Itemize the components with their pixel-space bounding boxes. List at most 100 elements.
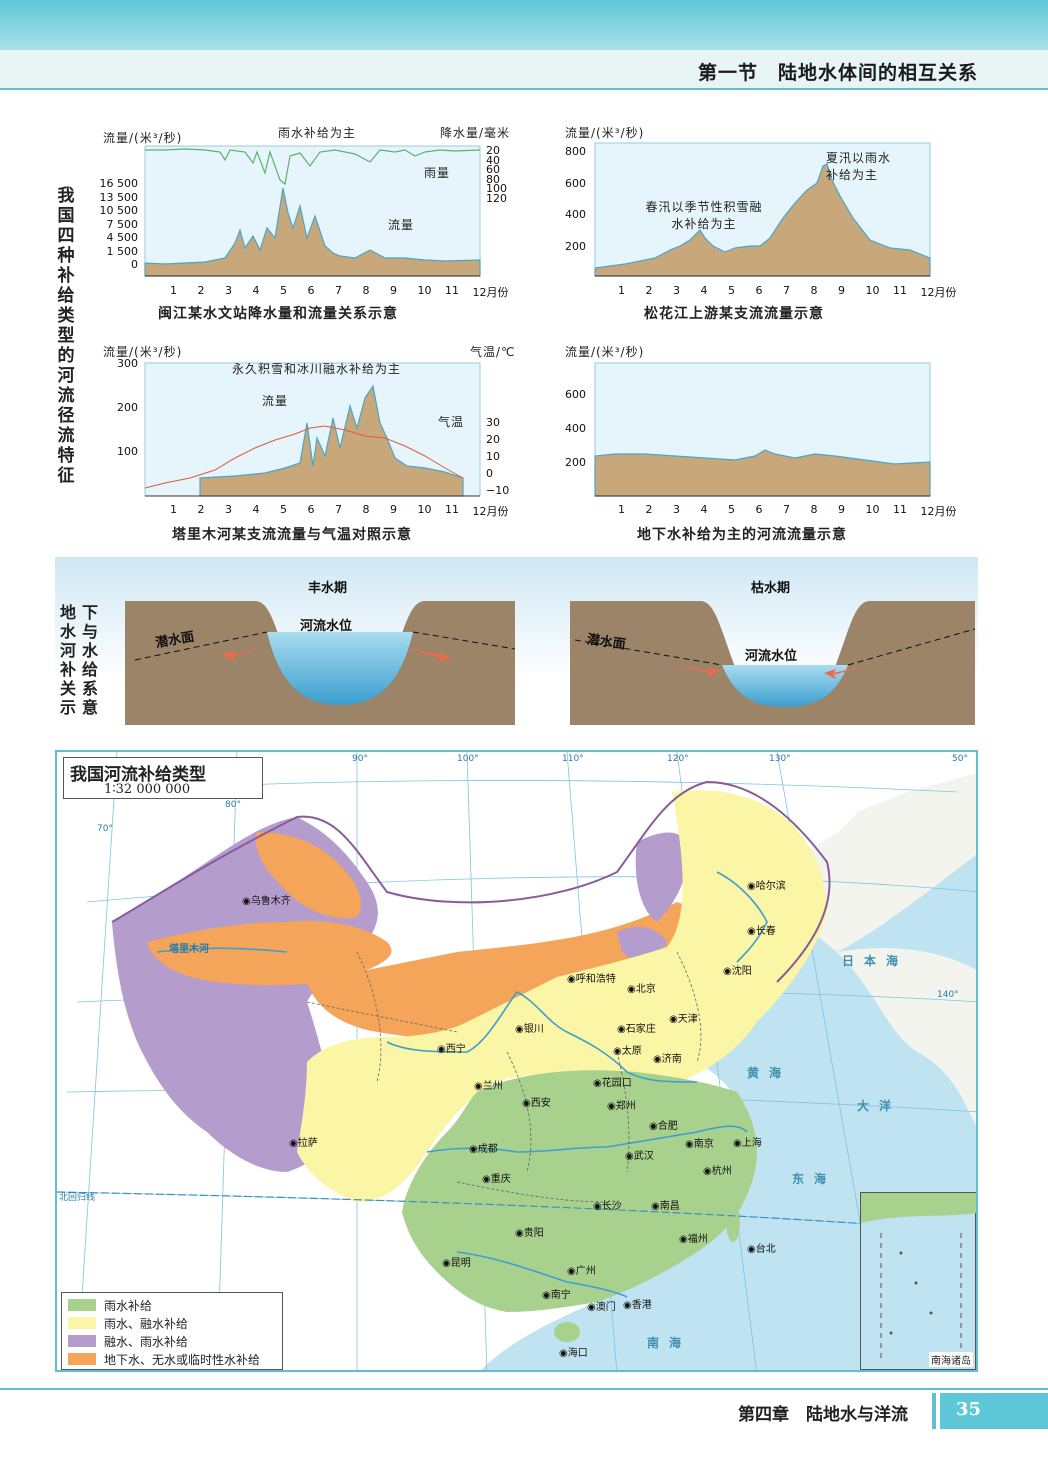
songhua-caption: 松花江上游某支流流量示意	[644, 306, 824, 322]
y-tick: 200	[117, 401, 138, 414]
y-tick: 800	[565, 145, 586, 158]
city-label: ◉呼和浩特	[567, 974, 616, 985]
month-tick: 10	[417, 284, 432, 297]
y-tick: 60	[486, 163, 500, 176]
city-label: ◉天津	[669, 1014, 698, 1025]
city-label: ◉长春	[747, 926, 776, 937]
month-tick: 2	[645, 503, 653, 516]
city-label: ◉杭州	[703, 1166, 732, 1177]
month-tick: 4	[700, 503, 708, 516]
month-tick: 1	[170, 284, 177, 297]
month-tick: 5	[280, 284, 287, 297]
legend-swatch	[68, 1353, 96, 1365]
month-tick: 8	[810, 284, 818, 297]
tarim-ylabel-left: 流量/(米³/秒)	[103, 345, 183, 359]
y-tick: 100	[486, 182, 507, 195]
china-river-recharge-map: 我国河流补给类型 1∶32 000 000 ◉哈尔滨 ◉长春 ◉沈阳 ◉乌鲁木齐 ◉呼和…	[55, 750, 978, 1372]
month-tick: 4	[252, 503, 260, 516]
sea-label: 黄海	[747, 1066, 792, 1080]
sea-label: 大洋	[857, 1099, 902, 1113]
month-tick: 10	[865, 284, 880, 297]
month-tick: 8	[810, 503, 818, 516]
month-tick: 5	[280, 503, 287, 516]
month-tick: 2	[197, 503, 205, 516]
month-tick: 12月份	[920, 286, 957, 299]
legend-item: 雨水补给	[68, 1297, 152, 1313]
legend-item: 融水、雨水补给	[68, 1333, 188, 1349]
month-tick: 9	[838, 284, 845, 297]
y-tick: 100	[117, 445, 138, 458]
city-label: ◉成都	[469, 1144, 498, 1155]
dry-season-title: 枯水期	[751, 581, 791, 596]
map-legend: 雨水补给 雨水、融水补给 融水、雨水补给 地下水、无水或临时性水补给	[61, 1292, 283, 1370]
city-label: ◉花园口	[593, 1078, 632, 1089]
month-tick: 3	[225, 284, 232, 297]
city-label: ◉北京	[627, 984, 656, 995]
month-tick: 9	[390, 503, 397, 516]
sea-label: 东海	[792, 1172, 837, 1186]
city-label: ◉海口	[559, 1348, 588, 1359]
month-tick: 12月份	[472, 505, 509, 518]
city-label: ◉哈尔滨	[747, 881, 786, 892]
city-label: ◉广州	[567, 1266, 596, 1277]
footer-line	[0, 1388, 1048, 1390]
y-tick: 300	[117, 357, 138, 370]
city-label: ◉南京	[685, 1139, 714, 1150]
map-scale: 1∶32 000 000	[104, 782, 191, 797]
y-tick: 0	[131, 258, 138, 271]
month-tick: 7	[783, 284, 790, 297]
sea-label: 日本海	[842, 954, 909, 968]
y-tick: 7 500	[106, 217, 139, 231]
longitude-label: 140°	[937, 990, 959, 1000]
legend-label: 融水、雨水补给	[104, 1334, 189, 1349]
chart-minjiang	[95, 118, 525, 298]
y-tick: 1 500	[106, 244, 139, 258]
groundwater-ylabel: 流量/(米³/秒)	[565, 345, 645, 359]
city-label: ◉上海	[733, 1138, 762, 1149]
city-label: ◉沈阳	[723, 966, 752, 977]
tarim-label-temp: 气温	[438, 415, 465, 429]
city-label: ◉合肥	[649, 1121, 678, 1132]
sea-label: 南海	[647, 1336, 692, 1350]
y-tick: −10	[486, 484, 510, 497]
y-tick: 10 500	[99, 204, 139, 217]
longitude-label: 50°	[952, 754, 968, 764]
city-label: ◉太原	[613, 1046, 642, 1057]
y-tick: 0	[486, 467, 493, 480]
month-tick: 6	[755, 284, 763, 297]
tropic-label: 北回归线	[59, 1193, 96, 1203]
legend-swatch	[68, 1317, 96, 1329]
month-tick: 7	[783, 503, 790, 516]
month-tick: 9	[838, 503, 845, 516]
month-tick: 11	[893, 503, 907, 516]
chart-songhua	[555, 118, 975, 298]
dry-river-level-label: 河流水位	[745, 649, 798, 664]
legend-label: 雨水补给	[104, 1298, 153, 1313]
songhua-annotation-summer: 夏汛以雨水补给为主	[826, 151, 892, 182]
month-tick: 2	[645, 284, 653, 297]
city-label: ◉济南	[653, 1054, 682, 1065]
tarim-caption: 塔里木河某支流流量与气温对照示意	[172, 527, 412, 543]
side-label-four-types: 我国四种补给类型的河流径流特征	[57, 186, 75, 486]
map-title-box: 我国河流补给类型 1∶32 000 000	[63, 757, 263, 799]
month-tick: 10	[417, 503, 432, 516]
wet-river-level-label: 河流水位	[300, 619, 353, 634]
city-label: ◉长沙	[593, 1201, 622, 1212]
month-tick: 1	[170, 503, 177, 516]
month-tick: 12月份	[472, 286, 509, 299]
y-tick: 80	[486, 172, 500, 186]
legend-item: 雨水、融水补给	[68, 1315, 188, 1331]
y-tick: 40	[486, 153, 500, 167]
longitude-label: 130°	[769, 754, 791, 764]
y-tick: 20	[486, 144, 500, 157]
month-tick: 5	[728, 284, 735, 297]
legend-swatch	[68, 1299, 96, 1311]
month-tick: 3	[673, 284, 680, 297]
month-tick: 7	[335, 284, 342, 297]
city-label: ◉昆明	[442, 1258, 471, 1269]
month-tick: 6	[307, 284, 315, 297]
minjiang-label-flow: 流量	[388, 218, 415, 232]
city-label: ◉澳门	[587, 1302, 616, 1313]
month-tick: 3	[673, 503, 680, 516]
city-label: ◉福州	[679, 1234, 708, 1245]
